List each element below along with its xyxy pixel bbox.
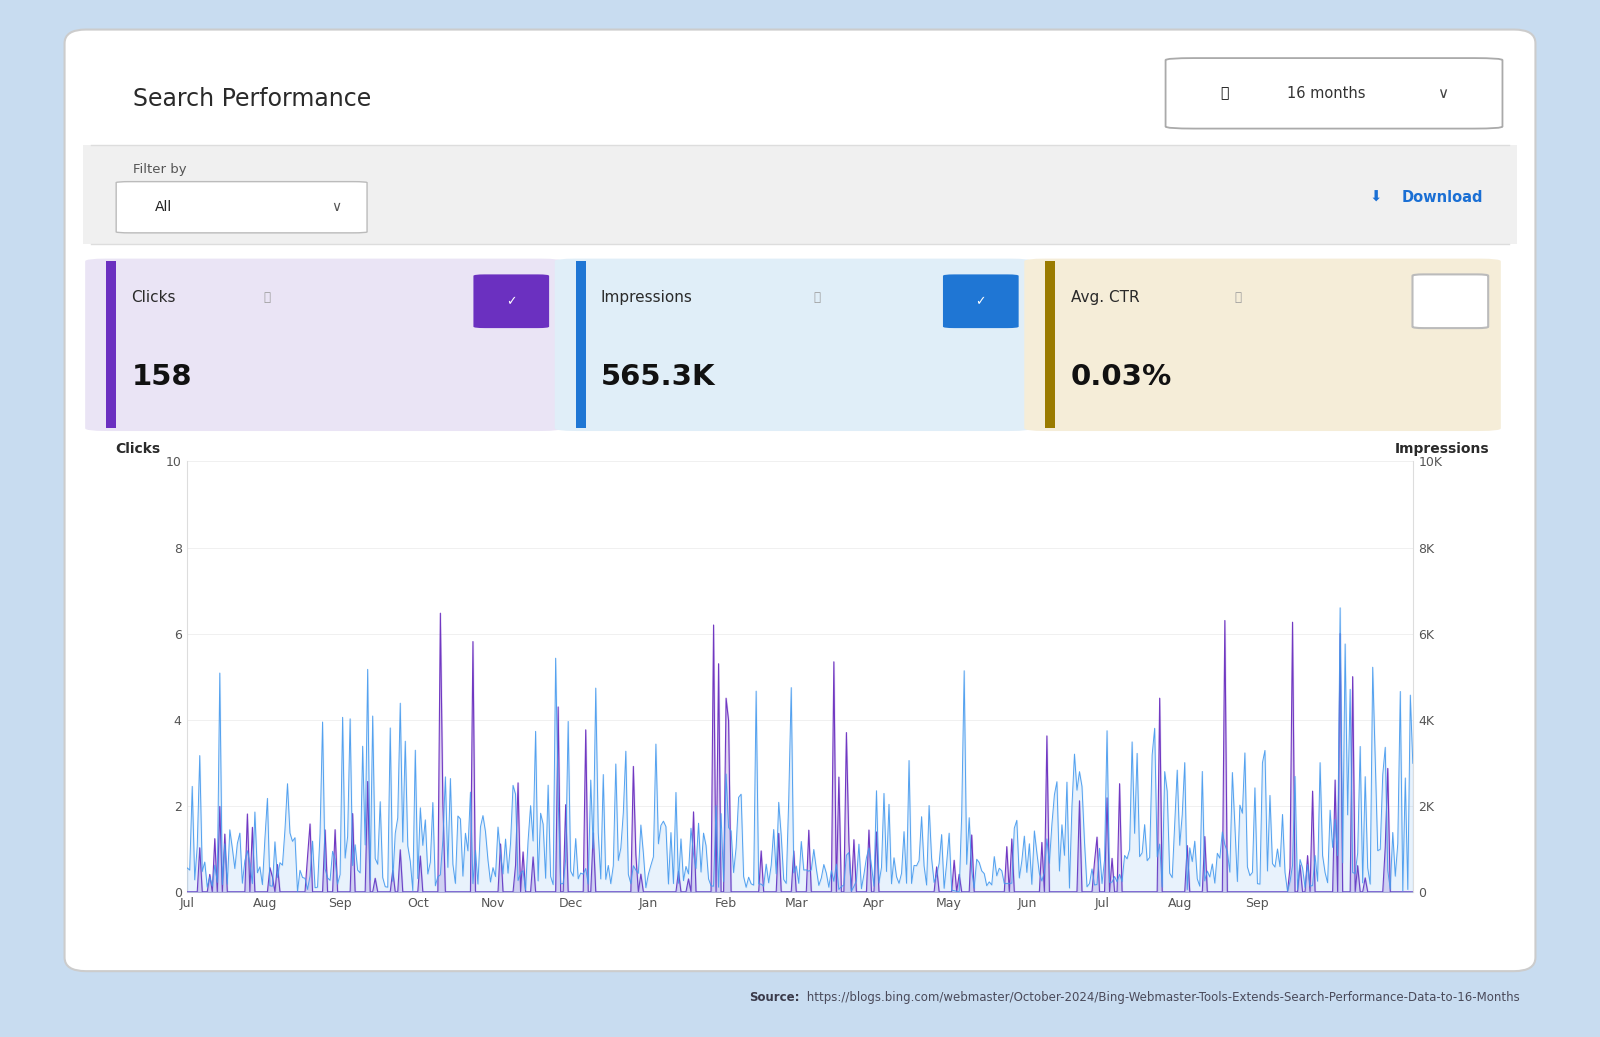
- Text: Download: Download: [1402, 190, 1483, 205]
- Text: 16 months: 16 months: [1288, 86, 1366, 101]
- FancyBboxPatch shape: [1165, 58, 1502, 129]
- Text: ⓘ: ⓘ: [1235, 291, 1242, 304]
- Text: 📅: 📅: [1221, 86, 1229, 101]
- Text: All: All: [155, 200, 173, 214]
- FancyBboxPatch shape: [64, 29, 1536, 972]
- Text: ∨: ∨: [1437, 86, 1448, 101]
- FancyBboxPatch shape: [117, 181, 366, 233]
- FancyBboxPatch shape: [85, 258, 562, 431]
- FancyBboxPatch shape: [1413, 275, 1488, 328]
- Text: 565.3K: 565.3K: [602, 363, 715, 392]
- Text: ✓: ✓: [976, 295, 986, 308]
- Text: ∨: ∨: [331, 200, 341, 214]
- Text: ⓘ: ⓘ: [813, 291, 821, 304]
- FancyBboxPatch shape: [555, 258, 1032, 431]
- Text: 0.03%: 0.03%: [1070, 363, 1171, 392]
- Text: ⓘ: ⓘ: [262, 291, 270, 304]
- Text: ⬇: ⬇: [1370, 190, 1381, 205]
- Text: Avg. CTR: Avg. CTR: [1070, 290, 1139, 305]
- FancyBboxPatch shape: [474, 275, 549, 328]
- Text: Search Performance: Search Performance: [133, 86, 371, 111]
- Text: https://blogs.bing.com/webmaster/October-2024/Bing-Webmaster-Tools-Extends-Searc: https://blogs.bing.com/webmaster/October…: [803, 991, 1520, 1004]
- Bar: [1045, 261, 1054, 428]
- Text: Impressions: Impressions: [602, 290, 693, 305]
- Text: 158: 158: [131, 363, 192, 392]
- Text: Source:: Source:: [749, 991, 800, 1004]
- Text: Clicks: Clicks: [131, 290, 176, 305]
- Text: ✓: ✓: [506, 295, 517, 308]
- Bar: [576, 261, 586, 428]
- Text: Impressions: Impressions: [1395, 442, 1490, 456]
- FancyBboxPatch shape: [942, 275, 1019, 328]
- Bar: [106, 261, 117, 428]
- FancyBboxPatch shape: [1024, 258, 1501, 431]
- Text: Clicks: Clicks: [115, 442, 160, 456]
- Text: Filter by: Filter by: [133, 163, 187, 176]
